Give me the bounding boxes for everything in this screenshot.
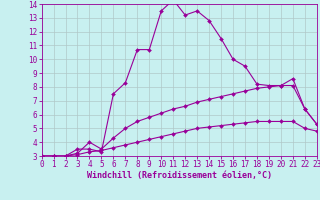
X-axis label: Windchill (Refroidissement éolien,°C): Windchill (Refroidissement éolien,°C)	[87, 171, 272, 180]
